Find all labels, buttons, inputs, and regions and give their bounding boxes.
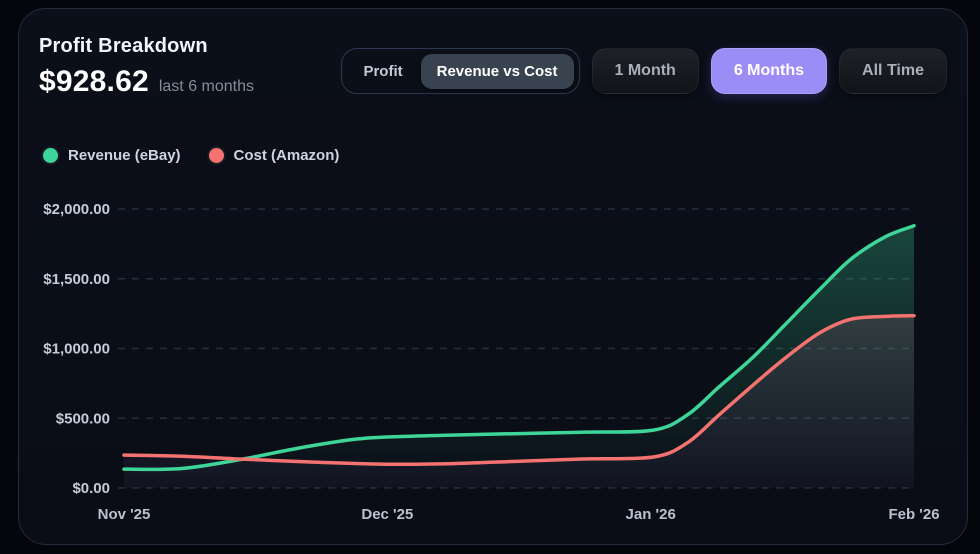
revenue-dot-icon bbox=[43, 148, 58, 163]
profit-chart-svg[interactable]: $0.00 $500.00 $1,000.00 $1,500.00 $2,000.00 N… bbox=[19, 189, 969, 546]
profit-amount: $928.62 bbox=[39, 65, 149, 98]
y-tick-label: $500.00 bbox=[56, 410, 110, 427]
series-area-1 bbox=[124, 315, 914, 488]
page-title: Profit Breakdown bbox=[39, 35, 208, 57]
profit-chart[interactable]: $0.00 $500.00 $1,000.00 $1,500.00 $2,000.00 N… bbox=[19, 189, 969, 546]
series-line-1 bbox=[122, 313, 916, 467]
y-tick-label: $1,500.00 bbox=[43, 271, 110, 288]
range-button-6-months[interactable]: 6 Months bbox=[710, 48, 828, 94]
range-button-all-time[interactable]: All Time bbox=[839, 48, 947, 94]
legend-label-revenue: Revenue (eBay) bbox=[68, 147, 181, 164]
chart-controls: Profit Revenue vs Cost 1 Month 6 Months … bbox=[341, 48, 947, 94]
profit-summary: $928.62 last 6 months bbox=[39, 65, 254, 99]
legend-item-revenue: Revenue (eBay) bbox=[43, 147, 181, 164]
toggle-option-profit[interactable]: Profit bbox=[347, 54, 418, 89]
view-toggle-group: Profit Revenue vs Cost bbox=[341, 48, 580, 94]
x-tick-label: Dec '25 bbox=[361, 506, 413, 523]
range-button-1-month[interactable]: 1 Month bbox=[591, 48, 699, 94]
cost-dot-icon bbox=[208, 148, 224, 163]
x-tick-label: Nov '25 bbox=[98, 506, 151, 523]
legend-label-cost: Cost (Amazon) bbox=[233, 147, 340, 164]
toggle-option-revenue-vs-cost[interactable]: Revenue vs Cost bbox=[420, 53, 574, 89]
x-tick-label: Feb '26 bbox=[888, 506, 939, 523]
series-line-0 bbox=[122, 223, 916, 472]
y-tick-label: $0.00 bbox=[72, 480, 110, 497]
profit-breakdown-card: Profit Breakdown $928.62 last 6 months P… bbox=[18, 8, 968, 545]
y-tick-label: $1,000.00 bbox=[43, 341, 110, 358]
x-tick-label: Jan '26 bbox=[626, 506, 676, 523]
legend-item-cost: Cost (Amazon) bbox=[208, 147, 340, 164]
period-caption: last 6 months bbox=[158, 78, 254, 95]
chart-legend: Revenue (eBay) Cost (Amazon) bbox=[43, 147, 339, 164]
y-tick-label: $2,000.00 bbox=[43, 201, 110, 218]
